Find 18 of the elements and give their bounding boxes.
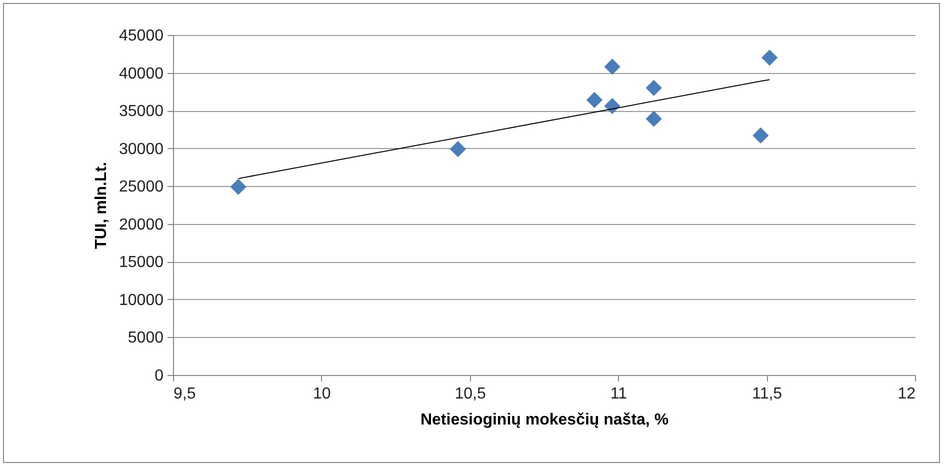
y-tick-label: 30000	[119, 140, 164, 158]
x-tick-label: 12	[898, 386, 916, 402]
y-tick-label: 10000	[119, 292, 164, 309]
y-tick-label: 40000	[119, 65, 164, 82]
x-tick-label: 10,5	[454, 386, 486, 402]
y-tick-label: 5000	[128, 330, 164, 347]
x-tick-label: 11,5	[752, 386, 782, 402]
y-tick-label: 45000	[119, 28, 164, 44]
y-axis-title: TUI, mln.Lt.	[93, 162, 110, 250]
x-tick-label: 11	[610, 386, 628, 402]
y-tick-label: 25000	[119, 178, 164, 196]
x-tick-label: 10	[313, 386, 331, 402]
y-tick-label: 15000	[119, 254, 164, 272]
x-axis-title: Netiesioginių mokesčių našta, %	[420, 412, 669, 428]
y-tick-label: 0	[154, 368, 164, 384]
x-tick-label: 9,5	[174, 386, 196, 402]
y-tick-label: 20000	[119, 216, 164, 234]
y-tick-label: 35000	[119, 103, 164, 120]
